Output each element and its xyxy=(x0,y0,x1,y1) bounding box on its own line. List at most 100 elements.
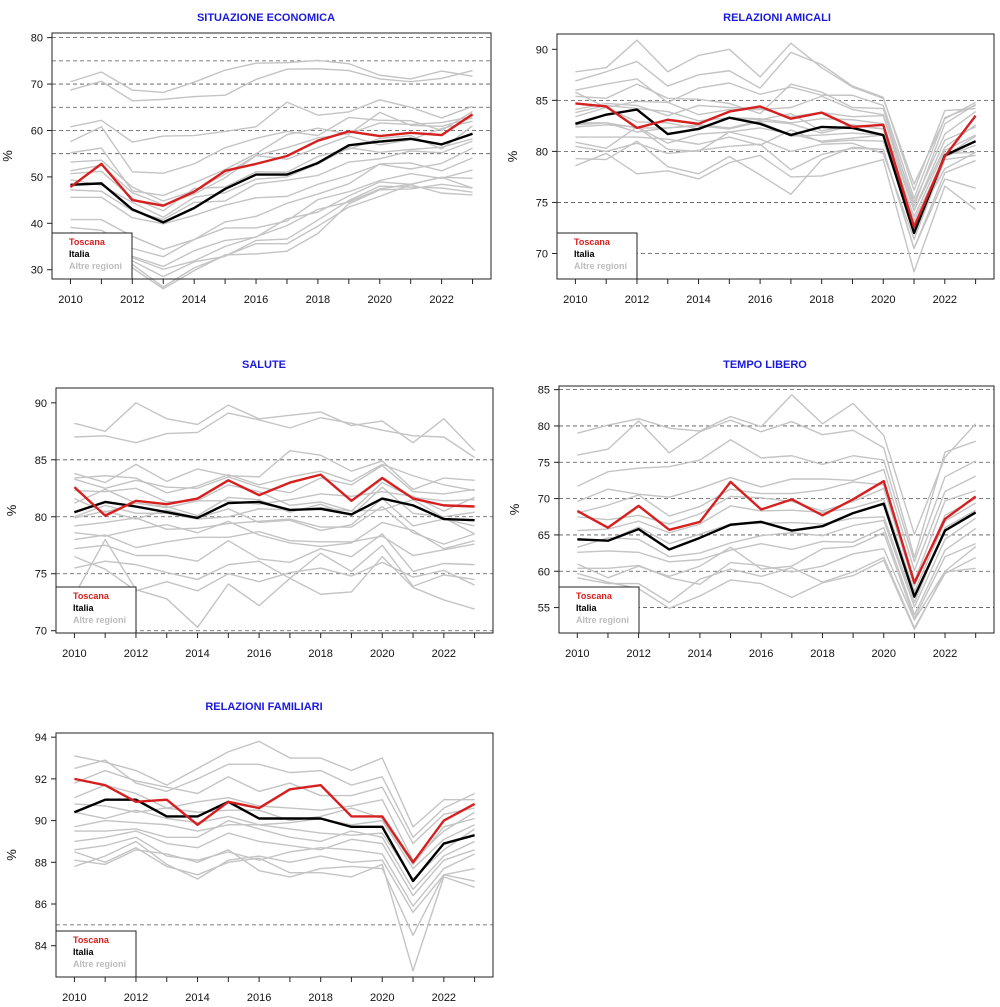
x-tick-label: 2014 xyxy=(182,294,206,306)
y-tick-label: 94 xyxy=(35,732,47,744)
toscana-line xyxy=(74,777,476,864)
plot-frame xyxy=(558,385,995,634)
other-region-line xyxy=(70,120,473,206)
y-tick-label: 88 xyxy=(35,857,47,869)
chart-panel-3: 70 75 80 85 90 2010 2012 2014 2016 2018 2020 2022 SA… xyxy=(4,359,494,660)
x-tick-label: 2012 xyxy=(124,992,148,1004)
other-region-line xyxy=(70,111,473,197)
other-region-line xyxy=(74,556,475,592)
y-tick-label: 80 xyxy=(538,421,550,433)
other-region-line xyxy=(74,740,475,828)
y-tick-label: 85 xyxy=(538,385,550,397)
other-region-line xyxy=(74,769,475,845)
y-axis-label: % xyxy=(0,150,15,162)
y-tick-label: 84 xyxy=(35,941,47,953)
other-region-line xyxy=(575,152,977,273)
y-tick-label: 92 xyxy=(35,774,47,786)
italia-line xyxy=(577,502,977,598)
x-tick-label: 2018 xyxy=(308,992,332,1004)
legend-item: Toscana xyxy=(576,591,613,601)
y-tick-label: 90 xyxy=(536,44,548,56)
y-tick-label: 85 xyxy=(35,455,47,467)
other-region-line xyxy=(575,83,976,208)
x-tick-label: 2022 xyxy=(432,648,456,660)
chart-panel-1: 30 40 50 60 70 80 2010 2012 2014 2016 2018 2020 2022… xyxy=(0,12,492,306)
plot-frame xyxy=(55,387,494,634)
y-tick-label: 70 xyxy=(35,626,47,638)
chart-panel-5: 84 86 88 90 92 94 2010 2012 2014 2016 2018 2020 2022… xyxy=(4,701,494,1004)
x-tick-label: 2020 xyxy=(871,294,895,306)
other-region-line xyxy=(74,803,475,866)
other-region-line xyxy=(577,498,977,593)
other-region-line xyxy=(577,394,977,535)
y-tick-label: 50 xyxy=(31,172,43,184)
other-region-line xyxy=(70,176,473,268)
chart-title: SITUAZIONE ECONOMICA xyxy=(197,12,335,24)
legend-item: Toscana xyxy=(69,237,106,247)
chart-panel-4: 55 60 65 70 75 80 85 2010 2012 2014 2016 2018 2020 20… xyxy=(507,359,995,660)
legend-box xyxy=(55,586,137,634)
other-region-line xyxy=(70,147,473,225)
plot-frame xyxy=(51,32,492,280)
legend-box xyxy=(55,930,137,978)
x-tick-label: 2014 xyxy=(185,648,209,660)
legend-box xyxy=(556,232,638,280)
y-tick-label: 40 xyxy=(31,218,43,230)
x-tick-label: 2022 xyxy=(933,294,957,306)
legend-item: Italia xyxy=(73,603,95,613)
legend-item: Italia xyxy=(574,249,596,259)
x-tick-label: 2014 xyxy=(688,648,712,660)
toscana-line xyxy=(69,113,474,207)
other-region-line xyxy=(577,559,976,631)
y-tick-label: 70 xyxy=(31,79,43,91)
y-tick-label: 75 xyxy=(538,457,550,469)
italia-line xyxy=(74,497,475,522)
other-region-line xyxy=(73,538,475,629)
other-region-line xyxy=(74,809,475,870)
legend-box xyxy=(51,232,133,280)
toscana-line xyxy=(575,102,977,229)
x-tick-label: 2014 xyxy=(185,992,209,1004)
chart-title: RELAZIONI FAMILIARI xyxy=(205,701,322,713)
y-tick-label: 55 xyxy=(538,603,550,615)
other-region-line xyxy=(74,530,475,557)
other-region-line xyxy=(70,157,473,250)
x-tick-label: 2012 xyxy=(120,294,144,306)
other-region-line xyxy=(575,106,976,218)
other-region-line xyxy=(575,91,977,204)
y-tick-label: 90 xyxy=(35,398,47,410)
other-region-line xyxy=(74,498,475,535)
other-region-line xyxy=(74,402,476,452)
legend-box xyxy=(558,586,640,634)
x-tick-label: 2018 xyxy=(308,648,332,660)
legend-item: Altre regioni xyxy=(576,615,629,625)
y-tick-label: 86 xyxy=(35,899,47,911)
other-region-line xyxy=(575,140,976,250)
other-region-line xyxy=(74,497,475,532)
other-region-line xyxy=(575,126,976,240)
other-region-line xyxy=(70,184,473,288)
other-region-line xyxy=(575,51,976,191)
other-region-line xyxy=(70,138,473,218)
legend-item: Altre regioni xyxy=(69,261,122,271)
other-region-line xyxy=(70,110,473,174)
x-tick-label: 2012 xyxy=(625,294,649,306)
other-region-line xyxy=(577,509,977,604)
legend-item: Toscana xyxy=(574,237,611,247)
other-region-line xyxy=(74,520,475,550)
y-tick-label: 65 xyxy=(538,530,550,542)
legend-item: Italia xyxy=(576,603,598,613)
x-tick-label: 2012 xyxy=(124,648,148,660)
legend-item: Toscana xyxy=(73,591,110,601)
x-tick-label: 2010 xyxy=(565,648,589,660)
other-region-line xyxy=(577,439,977,563)
y-tick-label: 70 xyxy=(536,248,548,260)
x-tick-label: 2020 xyxy=(370,992,394,1004)
other-region-line xyxy=(74,544,475,587)
other-region-line xyxy=(74,505,475,545)
other-region-line xyxy=(74,412,475,459)
legend-item: Altre regioni xyxy=(73,959,126,969)
other-region-line xyxy=(577,517,977,608)
